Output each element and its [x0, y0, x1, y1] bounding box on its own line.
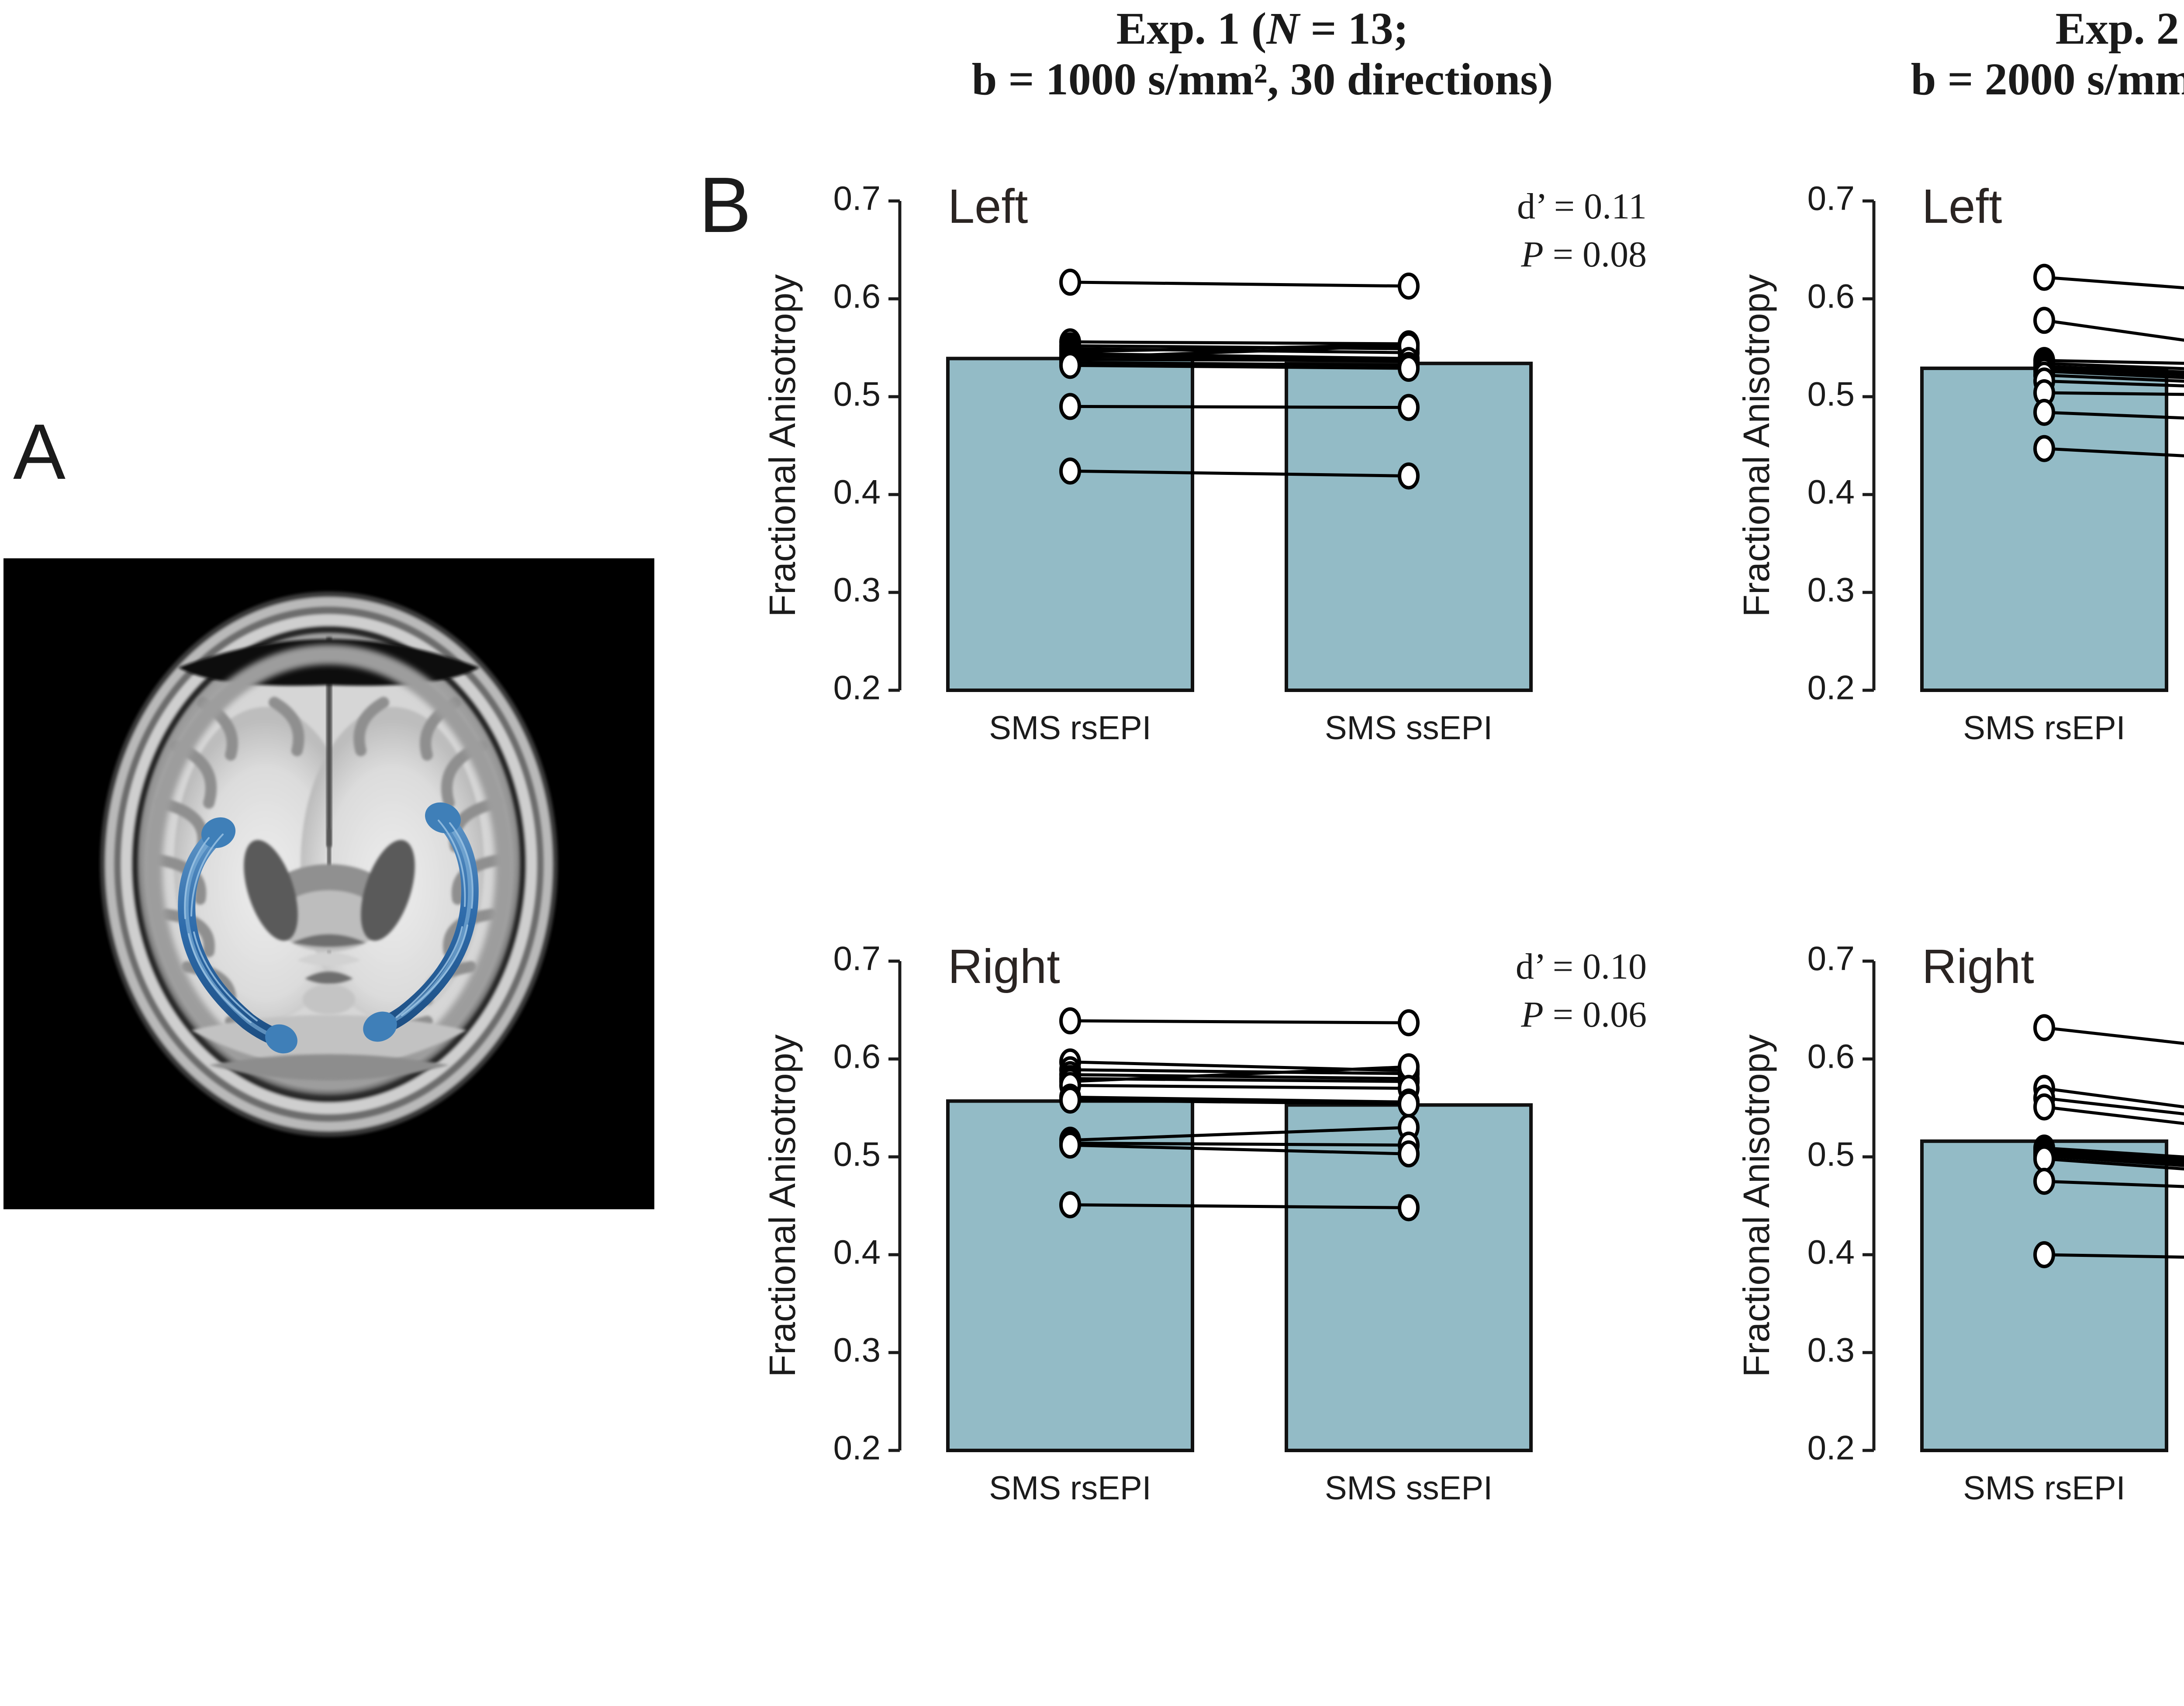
y-tick-label: 0.6 — [833, 1037, 881, 1076]
x-tick-label-rsepi: SMS rsEPI — [989, 709, 1151, 747]
exp1-line2: b = 1000 s/mm², 30 directions) — [971, 54, 1553, 105]
y-tick-label: 0.4 — [833, 1233, 881, 1271]
data-points — [2033, 1014, 2055, 1268]
y-axis: 0.7 0.6 0.5 0.4 0.3 0.2 — [833, 179, 902, 707]
exp2-line1: Exp. 2 (N = 12; — [2055, 3, 2184, 54]
data-points — [2033, 263, 2055, 462]
paired-lines — [1070, 1019, 1409, 1209]
y-tick-label: 0.4 — [1807, 1233, 1855, 1271]
paired-lines — [2044, 276, 2184, 457]
y-axis: 0.7 0.6 0.5 0.4 0.3 0.2 — [1807, 179, 1876, 707]
y-tick-label: 0.2 — [1807, 668, 1855, 707]
tract-left — [178, 817, 297, 1054]
x-tick-label-ssepi: SMS ssEPI — [1325, 709, 1493, 747]
y-tick-label: 0.5 — [1807, 375, 1855, 413]
y-tick-label: 0.2 — [833, 668, 881, 707]
y-axis-title: Fractional Anisotropy — [762, 274, 803, 617]
exp2-line2: b = 2000 s/mm², 64 directions) — [1911, 54, 2184, 105]
hemisphere-label: Left — [948, 180, 1028, 233]
exp1-line1: Exp. 1 (N = 13; — [1116, 3, 1409, 54]
y-tick-label: 0.7 — [833, 939, 881, 978]
y-tick-label: 0.6 — [1807, 277, 1855, 315]
paired-lines — [1070, 280, 1409, 478]
y-tick-label: 0.4 — [1807, 473, 1855, 511]
hemisphere-label: Right — [948, 940, 1060, 993]
hemisphere-label: Right — [1922, 940, 2034, 993]
y-tick-label: 0.6 — [1807, 1037, 1855, 1076]
bar-rsepi — [946, 1099, 1194, 1452]
hemisphere-label: Left — [1922, 180, 2002, 233]
x-tick-label-rsepi: SMS rsEPI — [1963, 1470, 2125, 1507]
brain-axial-slice-image — [3, 558, 654, 1209]
y-tick-label: 0.3 — [1807, 1331, 1855, 1369]
bar-ssepi — [1285, 1103, 1533, 1452]
y-axis: 0.7 0.6 0.5 0.4 0.3 0.2 — [833, 939, 902, 1467]
x-tick-label-ssepi: SMS ssEPI — [1325, 1470, 1493, 1507]
y-tick-label: 0.7 — [833, 179, 881, 218]
y-axis-title: Fractional Anisotropy — [1736, 1035, 1777, 1377]
y-tick-label: 0.5 — [833, 375, 881, 413]
dprime-annotation: d’ = 0.11 — [1517, 186, 1647, 227]
column-title-exp2: Exp. 2 (N = 12; b = 2000 s/mm², 64 direc… — [1730, 3, 2184, 105]
tract-right — [363, 802, 479, 1042]
y-tick-label: 0.4 — [833, 473, 881, 511]
y-tick-label: 0.3 — [833, 571, 881, 609]
data-points — [1059, 268, 1420, 490]
column-title-exp1: Exp. 1 (N = 13; b = 1000 s/mm², 30 direc… — [821, 3, 1704, 105]
pvalue-annotation: P = 0.06 — [1521, 994, 1647, 1035]
y-tick-label: 0.6 — [833, 277, 881, 315]
y-axis-title: Fractional Anisotropy — [762, 1035, 803, 1377]
y-tick-label: 0.2 — [833, 1429, 881, 1467]
y-tick-label: 0.7 — [1807, 179, 1855, 218]
y-axis: 0.7 0.6 0.5 0.4 0.3 0.2 — [1807, 939, 1876, 1467]
y-tick-label: 0.5 — [1807, 1135, 1855, 1173]
chart-exp2-left: 0.7 0.6 0.5 0.4 0.3 0.2 Fractional Anisotropy S… — [1736, 175, 2184, 821]
chart-exp1-right: 0.7 0.6 0.5 0.4 0.3 0.2 Fractional Anisotropy S… — [762, 935, 1660, 1581]
data-points — [1059, 1007, 1420, 1222]
panel-letter-b: B — [699, 161, 752, 249]
y-tick-label: 0.2 — [1807, 1429, 1855, 1467]
dprime-annotation: d’ = 0.10 — [1516, 946, 1647, 987]
chart-exp2-right: 0.7 0.6 0.5 0.4 0.3 0.2 Fractional Anisotropy S… — [1736, 935, 2184, 1581]
y-axis-title: Fractional Anisotropy — [1736, 274, 1777, 617]
panel-letter-a: A — [13, 408, 66, 496]
y-tick-label: 0.5 — [833, 1135, 881, 1173]
y-tick-label: 0.3 — [833, 1331, 881, 1369]
paired-lines — [2044, 1026, 2184, 1259]
y-tick-label: 0.7 — [1807, 939, 1855, 978]
x-tick-label-rsepi: SMS rsEPI — [989, 1470, 1151, 1507]
x-tick-label-rsepi: SMS rsEPI — [1963, 709, 2125, 747]
pvalue-annotation: P = 0.08 — [1521, 234, 1647, 275]
chart-exp1-left: 0.7 0.6 0.5 0.4 0.3 0.2 Fractional Anisotropy S… — [762, 175, 1660, 821]
y-tick-label: 0.3 — [1807, 571, 1855, 609]
